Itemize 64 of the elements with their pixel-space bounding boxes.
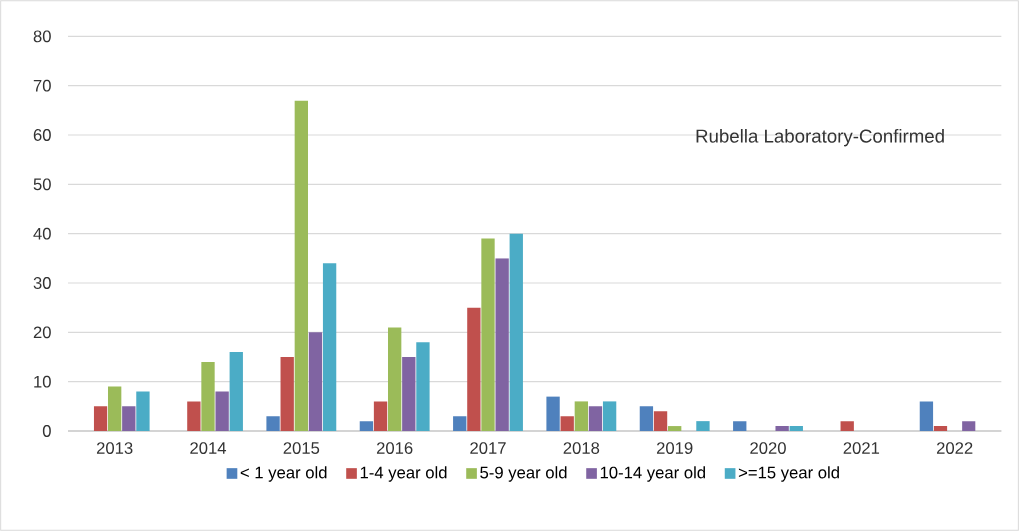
x-tick-label: 2014 <box>190 442 227 454</box>
bar <box>280 357 294 431</box>
bar <box>266 416 280 431</box>
legend-label: >=15 year old <box>738 466 839 482</box>
bar <box>962 421 976 431</box>
bar <box>574 401 589 431</box>
bar <box>588 406 603 431</box>
bar <box>108 386 122 431</box>
x-tick-label: 2017 <box>470 442 506 454</box>
legend-label: 5-9 year old <box>480 466 567 482</box>
y-tick-label: 40 <box>33 227 51 240</box>
x-tick-label: 2018 <box>563 442 600 454</box>
bar <box>215 391 229 431</box>
bar <box>775 426 789 431</box>
bar <box>122 406 136 431</box>
x-tick-label: 2020 <box>750 442 786 454</box>
bar <box>495 258 509 431</box>
bar <box>136 391 150 431</box>
y-tick-label: 50 <box>33 178 51 191</box>
bar <box>840 421 854 431</box>
bar <box>402 357 416 431</box>
legend-label: < 1 year old <box>240 466 327 482</box>
bar <box>546 396 560 431</box>
bar <box>416 342 430 431</box>
bar <box>359 421 374 431</box>
bar <box>93 406 108 431</box>
bar <box>481 238 495 431</box>
annotation: Rubella Laboratory-Confirmed <box>696 128 944 147</box>
x-tick-label: 2015 <box>283 442 320 454</box>
x-tick-label: 2019 <box>656 442 693 454</box>
bar <box>602 401 617 431</box>
y-tick-label: 70 <box>33 79 51 92</box>
y-tick-label: 60 <box>33 129 51 141</box>
x-tick-label: 2021 <box>843 442 880 454</box>
bar <box>653 411 668 431</box>
legend-label: 10-14 year old <box>600 466 705 482</box>
bar <box>294 100 308 431</box>
y-tick-label: 20 <box>33 326 51 339</box>
bar <box>933 426 948 431</box>
bar <box>453 416 467 431</box>
y-tick-label: 0 <box>42 425 51 437</box>
bar <box>201 361 215 431</box>
bar <box>308 332 323 431</box>
bar <box>639 406 654 431</box>
x-tick-label: 2022 <box>936 442 973 454</box>
bar <box>733 421 747 431</box>
bar <box>696 421 710 431</box>
bar <box>187 401 201 431</box>
bar <box>388 327 402 431</box>
bar <box>322 263 337 431</box>
bar <box>509 233 523 431</box>
y-tick-label: 30 <box>33 277 51 289</box>
x-tick-label: 2016 <box>376 442 413 454</box>
legend-label: 1-4 year old <box>360 466 447 482</box>
y-tick-label: 80 <box>33 30 51 43</box>
bar <box>229 352 243 431</box>
bar <box>373 401 388 431</box>
bar <box>467 307 481 431</box>
y-tick-label: 10 <box>34 375 51 388</box>
bar <box>919 401 934 431</box>
bar <box>560 416 574 431</box>
bar <box>668 426 682 431</box>
x-tick-label: 2013 <box>96 442 133 454</box>
bar <box>789 426 803 431</box>
